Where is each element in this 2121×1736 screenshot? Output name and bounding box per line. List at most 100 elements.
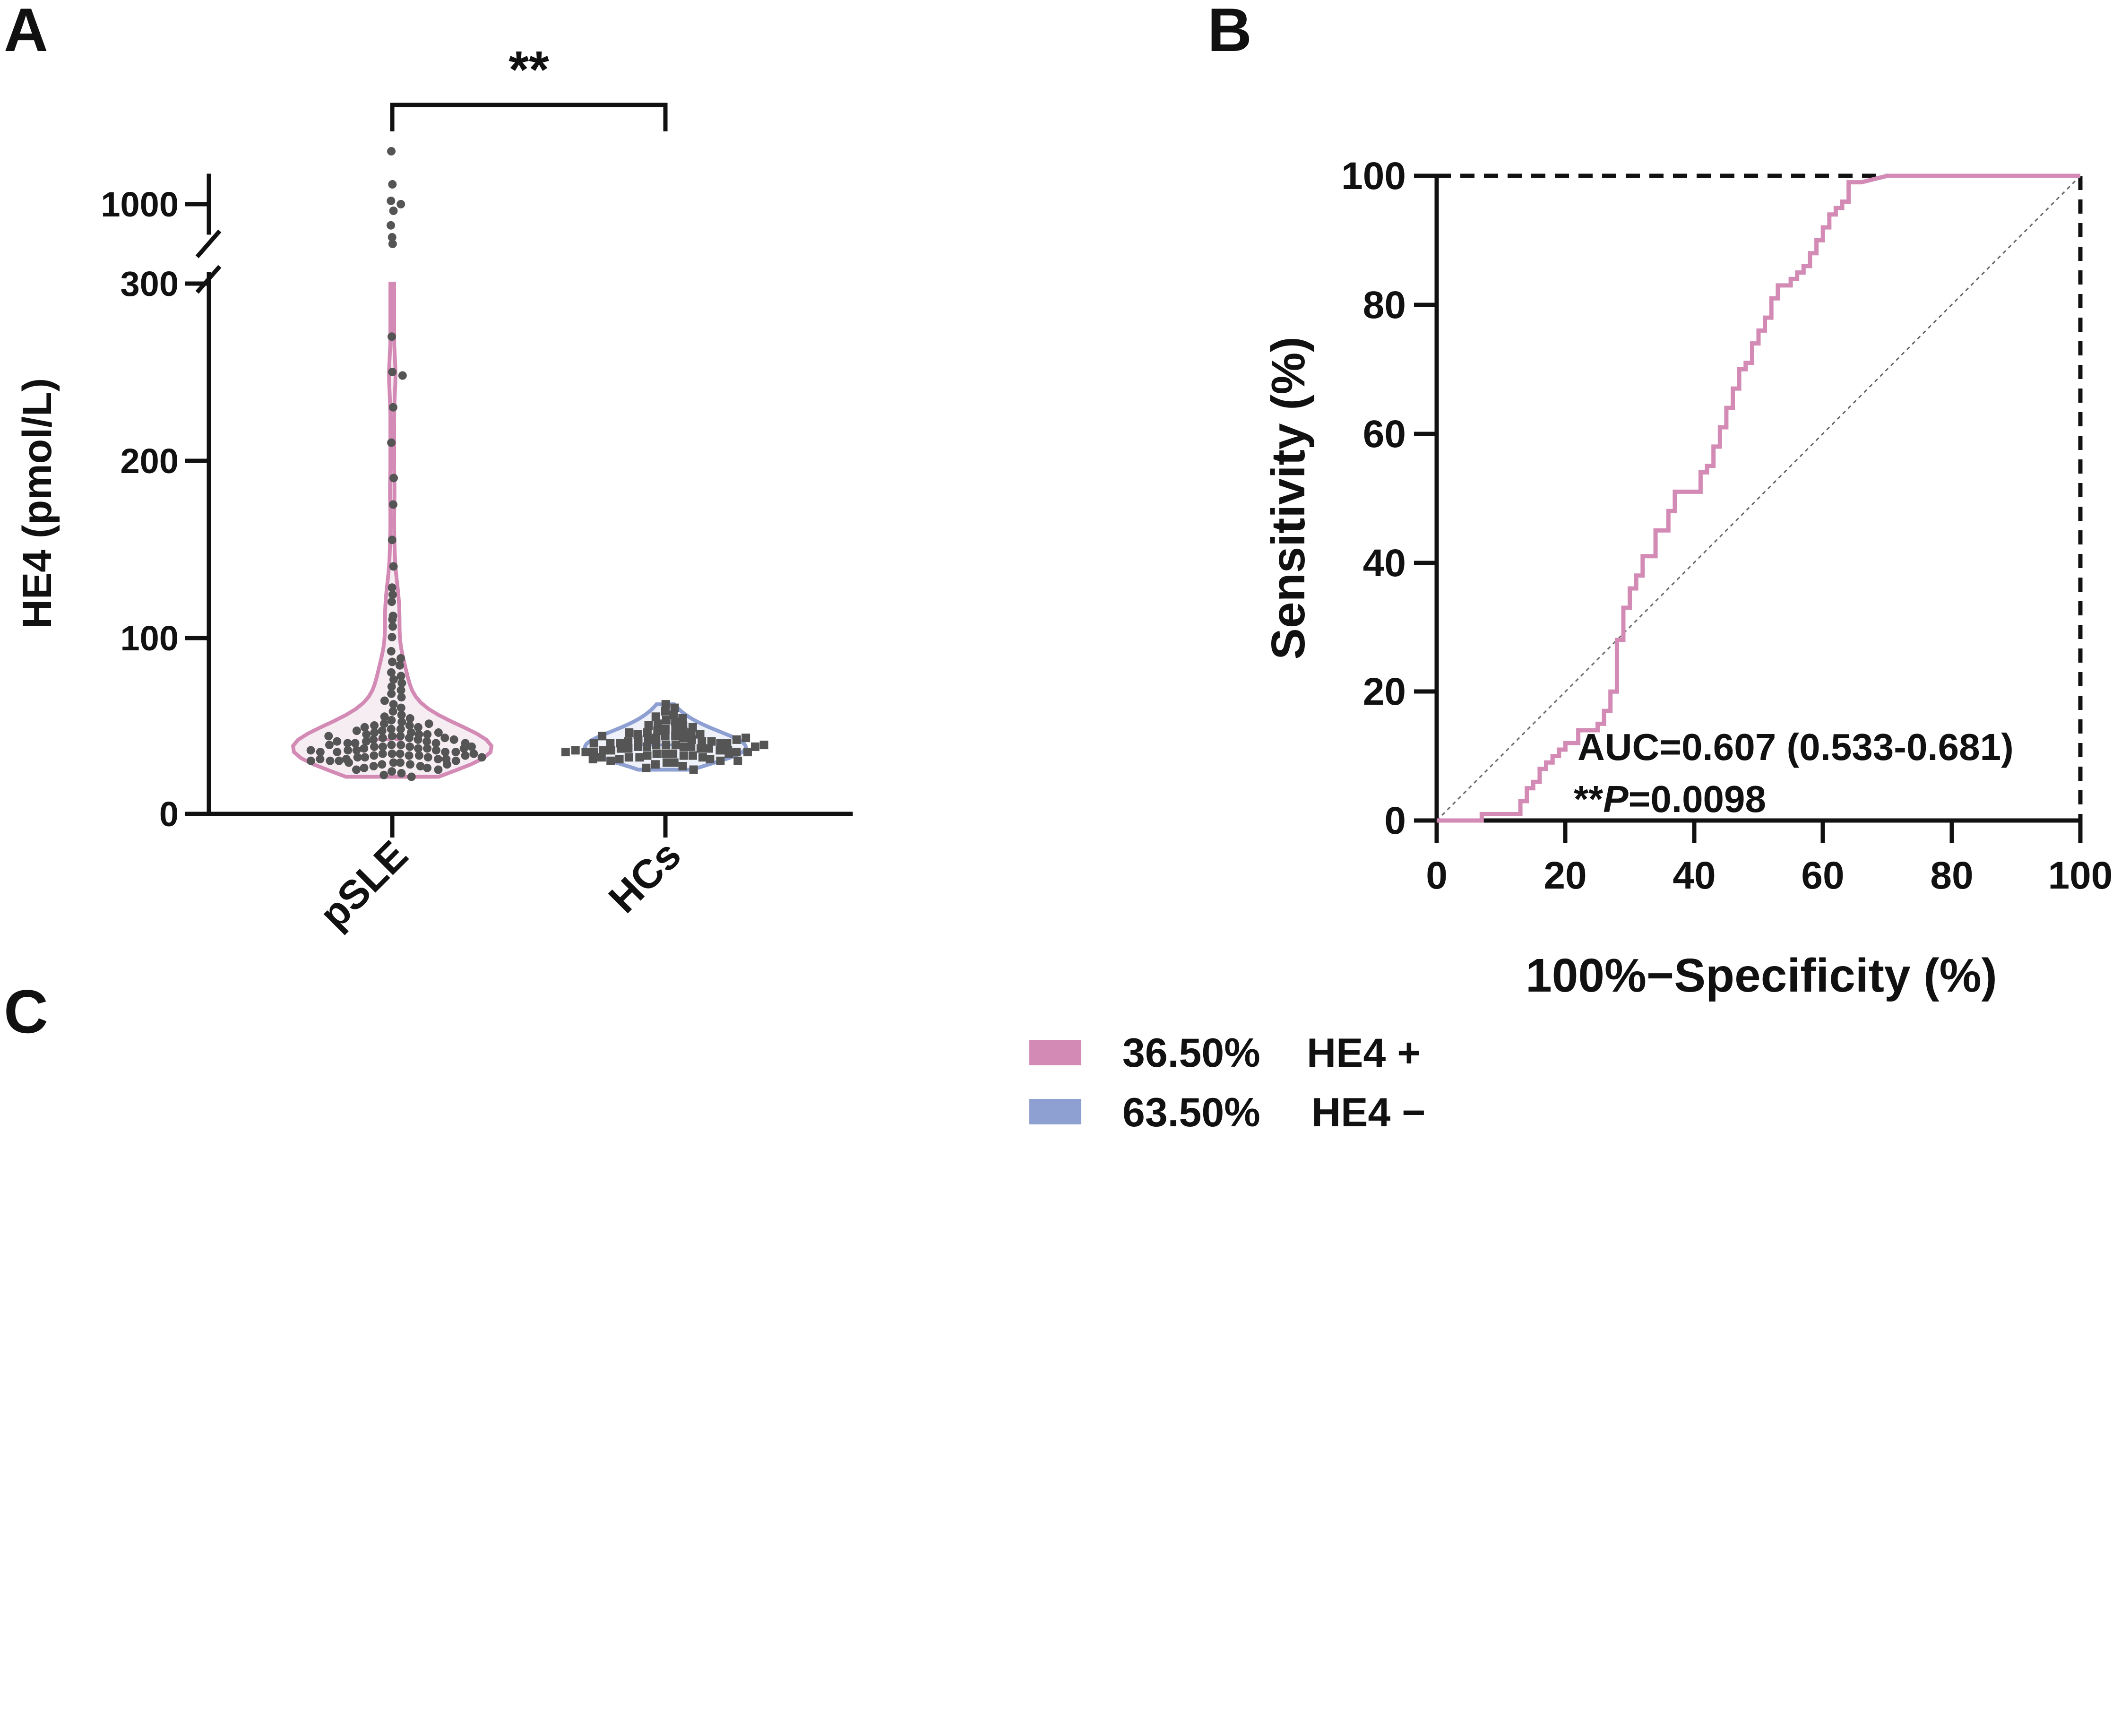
- roc-y-tick-labels: 0 20 40 60 80 100: [1341, 155, 1406, 842]
- data-point-psle: [388, 240, 397, 248]
- data-point-hcs: [706, 755, 715, 764]
- data-point-hcs: [644, 735, 653, 744]
- data-point-hcs: [634, 735, 643, 744]
- data-point-hcs: [634, 742, 643, 751]
- data-point-hcs: [643, 742, 651, 751]
- data-point-hcs: [661, 749, 670, 758]
- data-point-psle: [407, 772, 416, 781]
- data-point-psle: [405, 760, 414, 769]
- data-point-hcs: [661, 707, 670, 716]
- data-point-psle: [477, 753, 486, 762]
- data-point-psle: [387, 597, 396, 606]
- data-point-hcs: [589, 748, 598, 757]
- data-point-psle: [388, 535, 397, 544]
- data-point-psle: [333, 737, 342, 746]
- y-axis-label: HE4 (pmol/L): [15, 378, 60, 629]
- data-point-psle: [388, 707, 397, 716]
- data-point-hcs: [607, 746, 615, 755]
- data-point-hcs: [662, 716, 671, 725]
- data-point-psle: [422, 737, 431, 746]
- y-tick-label-0: 0: [159, 795, 179, 834]
- data-point-psle: [424, 719, 433, 728]
- data-point-hcs: [625, 728, 634, 737]
- data-point-psle: [388, 180, 397, 189]
- data-point-psle: [405, 714, 414, 723]
- data-point-hcs: [716, 746, 724, 755]
- data-point-hcs: [723, 739, 732, 748]
- data-point-hcs: [644, 721, 653, 730]
- legend-percent-hE4-positive: 36.50%: [1122, 1030, 1260, 1076]
- data-point-hcs: [732, 748, 741, 757]
- roc-p-annotation: **P=0.0098: [1574, 778, 1766, 820]
- data-point-psle: [469, 749, 478, 758]
- data-point-psle: [306, 756, 315, 765]
- donut-legend: 36.50% HE4 + 63.50% HE4 −: [1029, 1030, 1425, 1135]
- data-point-hcs: [716, 756, 725, 765]
- data-point-psle: [396, 758, 405, 767]
- legend-label-hE4-negative: HE4 −: [1311, 1090, 1425, 1135]
- data-point-hcs: [588, 755, 597, 764]
- data-point-psle: [397, 654, 405, 663]
- roc-y-tick-label-60: 60: [1363, 413, 1406, 456]
- data-point-psle: [362, 730, 371, 739]
- data-point-psle: [461, 739, 470, 748]
- roc-y-tick-label-0: 0: [1384, 799, 1406, 842]
- data-point-hcs: [561, 748, 570, 757]
- data-point-hcs: [696, 730, 705, 739]
- data-point-psle: [360, 763, 369, 772]
- data-point-hcs: [679, 742, 688, 751]
- data-point-psle: [379, 719, 388, 728]
- legend-label-hE4-positive: HE4 +: [1307, 1030, 1421, 1076]
- significance-stars: **: [509, 41, 549, 99]
- data-point-psle: [414, 744, 422, 753]
- data-point-psle: [440, 734, 449, 743]
- data-point-psle: [389, 562, 398, 571]
- data-point-psle: [434, 765, 443, 774]
- data-point-hcs: [661, 732, 670, 741]
- y-ticks: [185, 202, 209, 816]
- donut-slices: [530, 1021, 775, 1632]
- data-point-psle: [461, 751, 470, 760]
- data-point-psle: [396, 732, 405, 741]
- data-points: [306, 147, 768, 781]
- data-point-psle: [387, 725, 396, 734]
- data-point-hcs: [698, 737, 707, 746]
- data-point-psle: [379, 742, 387, 751]
- data-point-psle: [378, 760, 387, 769]
- roc-p-letter: P: [1603, 778, 1629, 820]
- legend-swatch-hE4-negative: [1029, 1099, 1081, 1124]
- data-point-psle: [324, 732, 333, 741]
- roc-y-tick-label-80: 80: [1363, 284, 1406, 327]
- roc-x-tick-label-40: 40: [1673, 854, 1716, 897]
- data-point-psle: [333, 748, 342, 757]
- data-point-psle: [388, 749, 397, 758]
- y-tick-labels: 1000 300 200 100 0: [101, 185, 179, 834]
- roc-curve: [1437, 173, 2080, 823]
- data-point-psle: [388, 657, 397, 666]
- data-point-hcs: [662, 758, 671, 767]
- data-point-hcs: [652, 749, 661, 758]
- panel-label-a: A: [4, 0, 48, 64]
- data-point-psle: [370, 721, 379, 730]
- data-point-hcs: [687, 742, 696, 751]
- x-tick-label-pslE: pSLE: [311, 832, 416, 938]
- data-point-psle: [414, 723, 422, 732]
- data-point-psle: [380, 712, 389, 721]
- data-point-hcs: [643, 751, 652, 760]
- data-point-psle: [388, 622, 397, 631]
- data-point-hcs: [671, 741, 680, 750]
- roc-chart: 0 20 40 60 80 100 0 20 40 60 80 100 100%…: [1262, 155, 2112, 1002]
- data-point-psle: [325, 741, 334, 750]
- data-point-hcs: [716, 739, 725, 748]
- data-point-psle: [352, 746, 361, 755]
- data-point-psle: [352, 765, 361, 774]
- data-point-psle: [405, 734, 414, 743]
- data-point-hcs: [679, 751, 688, 760]
- data-point-hcs: [589, 739, 598, 748]
- data-point-psle: [433, 755, 442, 764]
- data-point-psle: [370, 728, 379, 737]
- data-point-hcs: [671, 732, 680, 741]
- y-tick-label-1000: 1000: [101, 185, 179, 224]
- data-point-psle: [343, 739, 352, 748]
